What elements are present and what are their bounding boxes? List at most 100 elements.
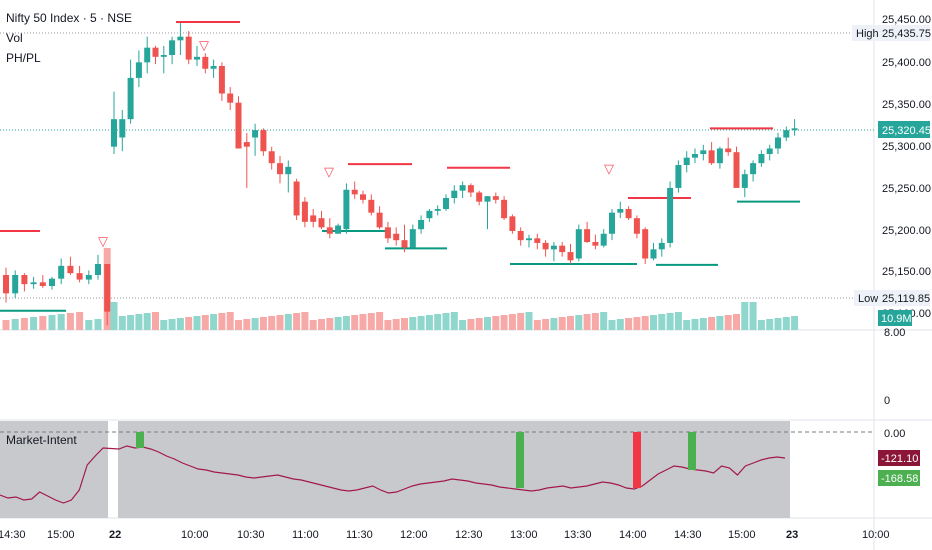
volume-bar [334,317,342,330]
pivot-lines [0,21,800,312]
candle-body [575,229,582,259]
time-axis[interactable]: 14:30 15:00 22 10:00 10:30 11:00 11:30 1… [0,529,890,541]
volume-bar [176,318,184,330]
volume-bar [359,314,367,330]
candle-body [326,227,333,234]
volume-bar [276,315,284,330]
candle-body [750,163,757,175]
volume-bar [741,302,749,330]
volume-bar [185,317,193,330]
candle-body [667,187,674,243]
volume-bar [268,316,276,330]
pivot-high-marker: ▽ [324,165,334,180]
candle-body [467,185,474,193]
volume-bar [616,319,624,330]
volume-bar [625,318,633,330]
volume-bar [475,318,483,330]
volume-bar [168,319,176,330]
candle-body [351,189,358,195]
volume-bar [674,312,682,330]
volume-bar [716,316,724,330]
time-tick: 10:00 [862,529,890,541]
volume-bar [301,312,309,330]
candle-body [550,245,557,250]
candle-body [675,165,682,188]
volume-bar [591,313,599,330]
candle-body [517,231,524,241]
candle-body [783,130,790,138]
volume-bar [708,317,716,330]
candle-body [310,215,317,222]
volume-bar [284,314,292,330]
candle-body [260,130,267,152]
high-tag-label-bg [852,25,878,41]
candle-body [592,242,599,246]
volume-bar [699,318,707,330]
volume-bar [691,319,699,330]
time-tick: 12:00 [400,529,428,541]
pivot-markers: ▽ ▽ ▽ ▽ [98,38,614,249]
volume-bar [683,320,691,330]
volume-bar [135,314,143,330]
volume-bar [417,316,425,330]
volume-bar [558,317,566,330]
intent-zero-tick: 0.00 [884,428,905,440]
candle-body [700,150,707,154]
candles [3,22,798,326]
candle-body [418,220,425,230]
candle-body [12,275,19,294]
candle-body [368,199,375,213]
volume-bar [20,318,28,330]
candle-body [725,148,732,153]
candle-body [609,212,615,234]
candle-body [476,192,483,202]
volume-bar [459,320,467,330]
candle-body [177,36,184,41]
volume-bar [367,313,375,330]
price-tick: 25,150.00 [882,266,931,278]
candle-body [642,229,649,259]
volume-bar [401,318,408,330]
volume-bar [575,315,583,330]
volume-bar [517,313,525,330]
candle-body [30,282,37,285]
high-tag-label: High [856,28,879,40]
pivot-high-marker: ▽ [604,162,614,177]
volume-bar [641,316,649,330]
candle-body [127,77,134,120]
time-tick: 13:00 [510,529,538,541]
volume-bar [550,318,558,330]
volume-bar [633,317,641,330]
candle-body [76,273,83,280]
price-pane [0,0,874,330]
time-tick: 11:00 [292,529,319,541]
volume-bar [442,313,450,330]
low-tag-label: Low [858,293,878,305]
price-axis[interactable]: 25,450.00 25,400.00 25,350.00 25,300.00 … [882,14,931,320]
candle-body [343,189,350,230]
volume-bar [492,316,500,330]
volume-bar [94,319,102,330]
high-tag-value: 25,435.75 [882,28,931,40]
volume-bar [110,302,118,330]
time-tick: 13:30 [564,529,592,541]
candle-body [625,209,632,219]
candle-body [119,119,126,138]
low-tag-value: 25,119.85 [882,293,930,305]
volume-bar [724,315,732,330]
candle-body [135,62,142,78]
pivot-high-marker: ▽ [199,38,209,53]
candle-body [293,181,300,216]
volume-bar [425,315,433,330]
candle-body [202,56,209,69]
candle-body [758,154,765,164]
candle-body [160,55,167,57]
volume-bar [508,314,516,330]
candle-body [526,238,532,241]
candle-body [741,174,748,188]
price-tick: 25,400.00 [882,57,931,69]
candle-body [567,252,574,261]
candle-body [376,212,383,228]
volume-bar [567,316,574,330]
candle-body [227,93,234,103]
